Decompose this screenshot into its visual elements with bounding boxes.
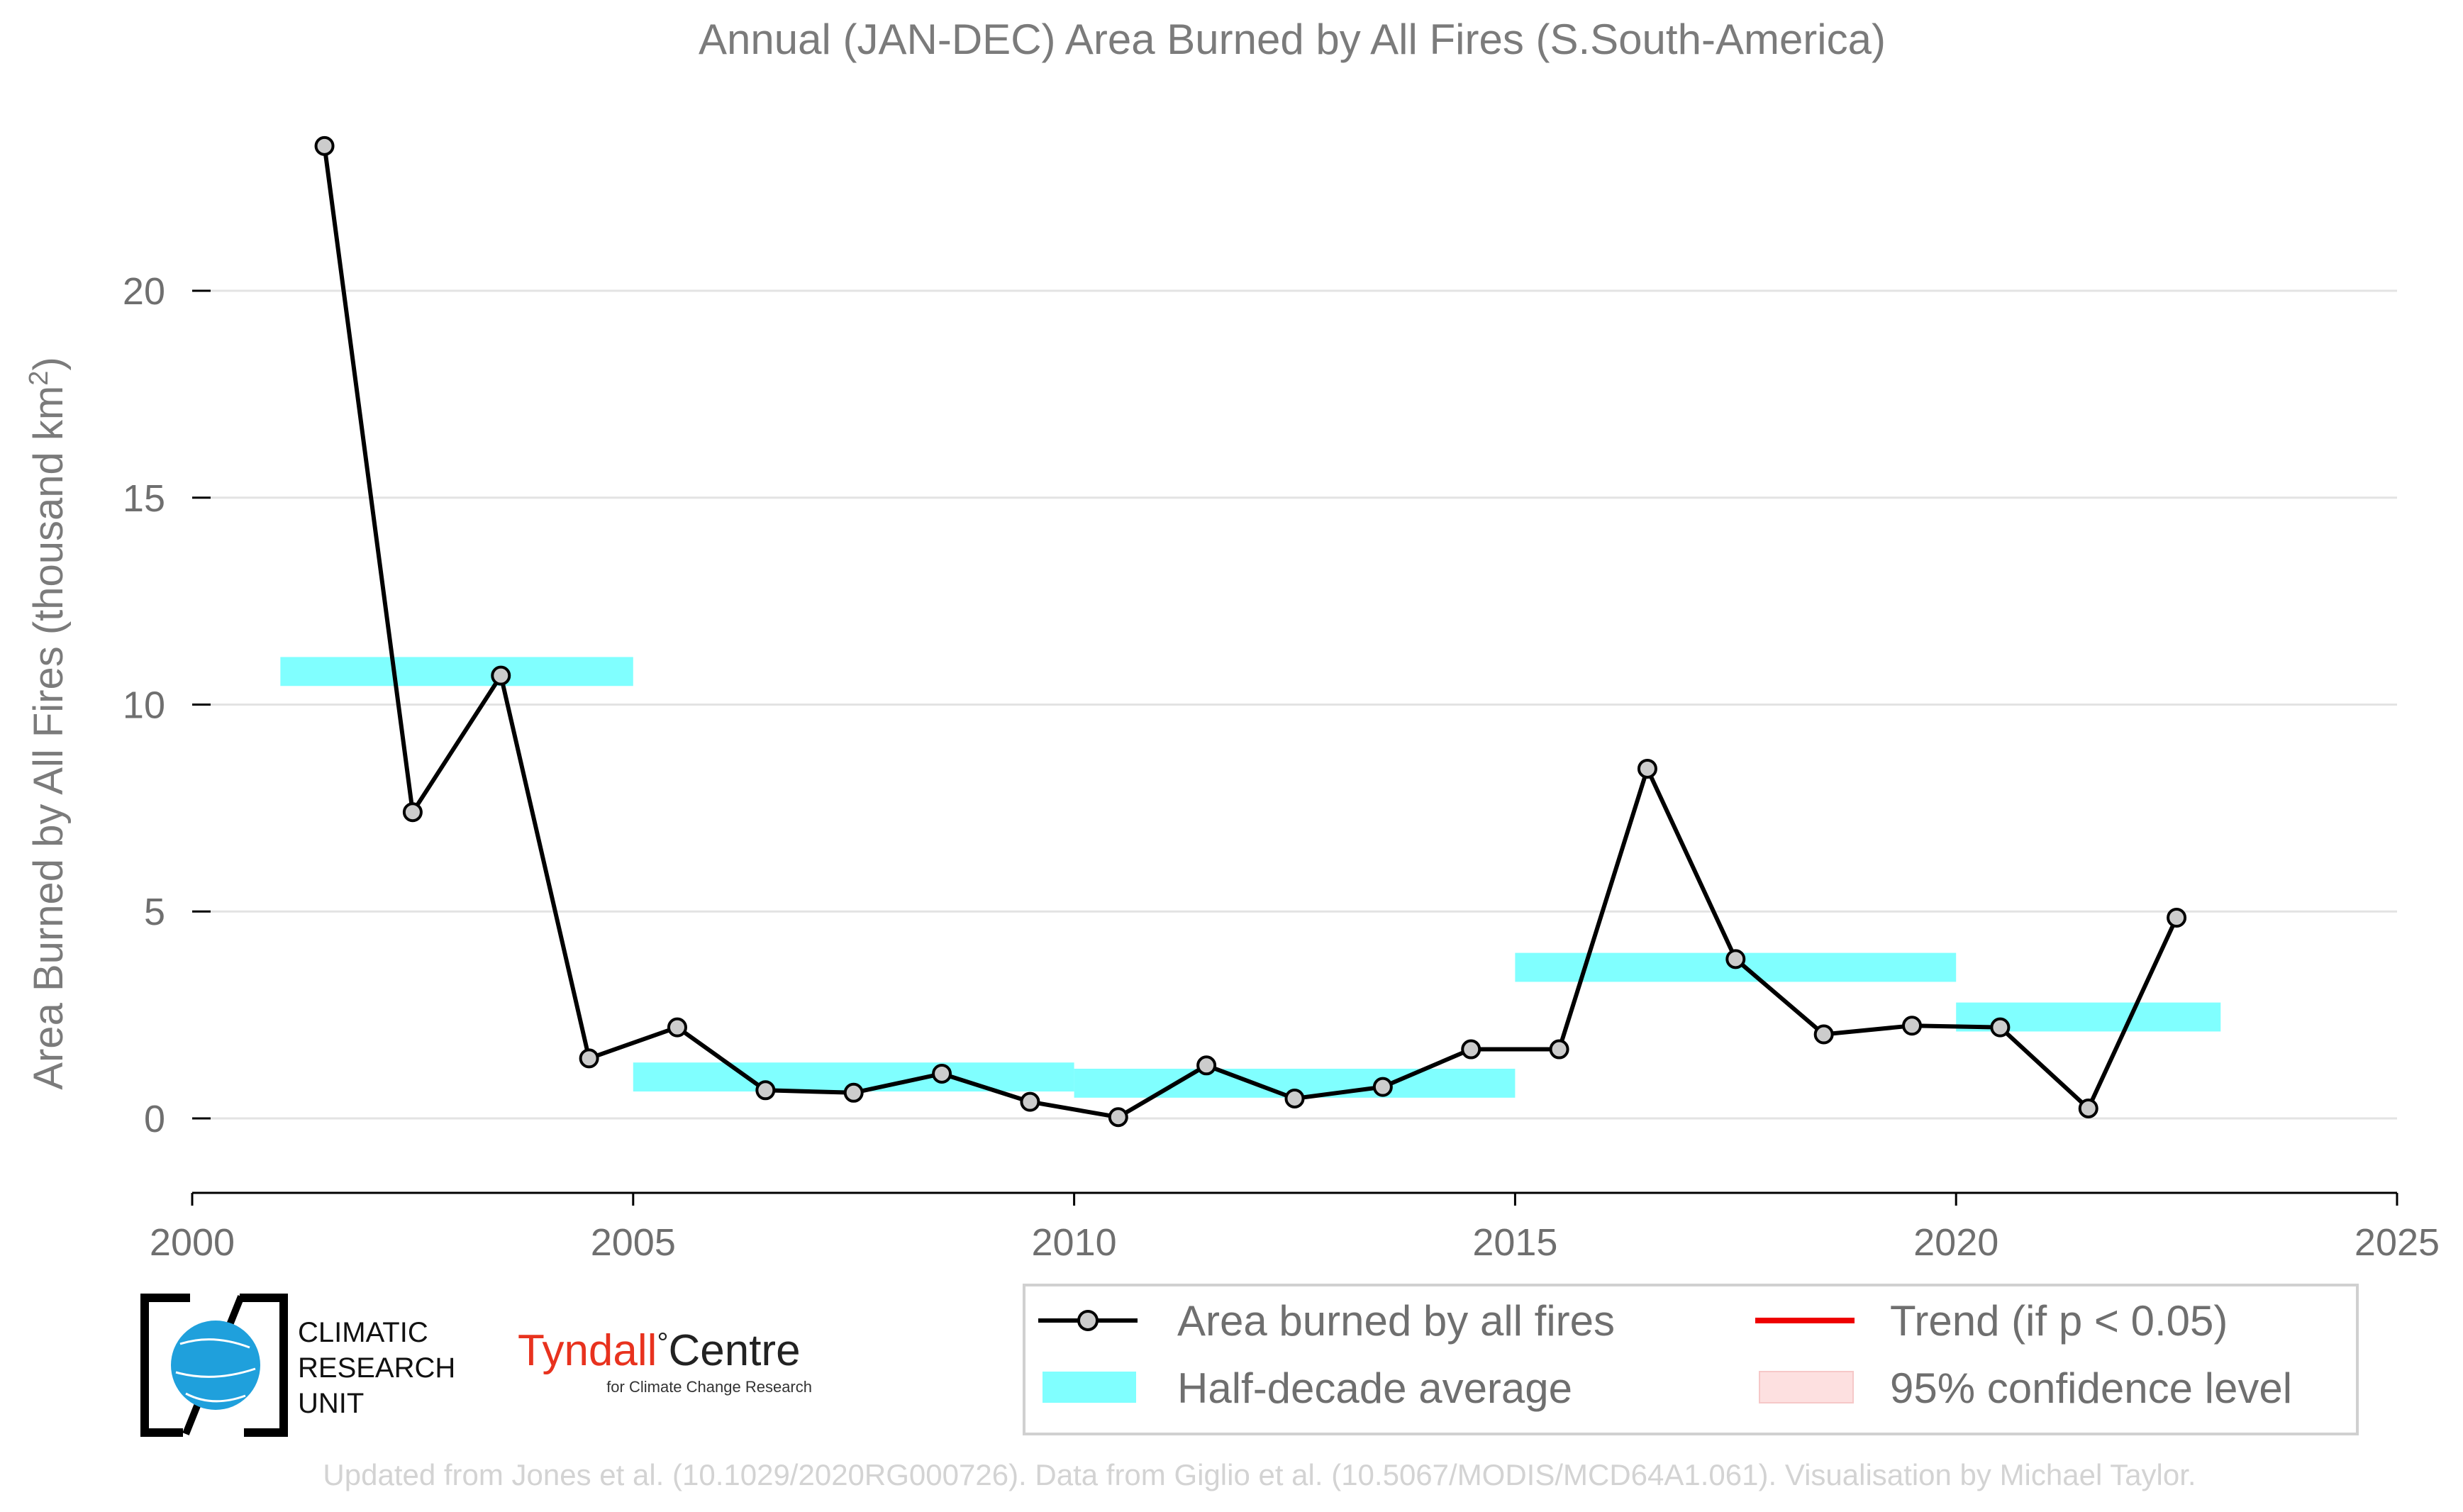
tyndall-logo: Tyndall°Centre for Climate Change Resear… (518, 1326, 812, 1396)
x-tick-label-2020: 2020 (1913, 1221, 1998, 1264)
area-series (314, 135, 2187, 1128)
data-point-2016.5 (1637, 758, 1657, 779)
data-point-2004.5 (579, 1048, 599, 1069)
grid-lines (192, 289, 2397, 1120)
data-point-2009.5 (1020, 1091, 1040, 1112)
legend-swatch-area-marker (1077, 1310, 1099, 1331)
half-decade-bands (280, 657, 2221, 1098)
credit-line: Updated from Jones et al. (10.1029/2020R… (323, 1458, 2196, 1491)
data-point-2001.5 (314, 135, 335, 156)
x-tick-label-2000: 2000 (150, 1221, 235, 1264)
data-point-2005.5 (667, 1017, 687, 1038)
data-point-2006.5 (755, 1080, 776, 1101)
data-point-2019.5 (1902, 1016, 1923, 1036)
x-tick-label-2025: 2025 (2354, 1221, 2440, 1264)
legend-swatch-ci (1759, 1371, 1854, 1403)
cru-globe-lines (175, 1338, 256, 1403)
data-point-2021.5 (2078, 1098, 2098, 1118)
legend-swatch-halfdecade (1043, 1372, 1136, 1403)
y-tick-label-20: 20 (123, 270, 165, 313)
tyndall-centre: Centre (668, 1326, 800, 1375)
data-point-2008.5 (932, 1063, 952, 1084)
y-ticks: 0 5 10 15 20 (123, 270, 211, 1140)
data-point-2007.5 (843, 1082, 864, 1103)
x-tick-label-2010: 2010 (1032, 1221, 1117, 1264)
cru-text-line-3: UNIT (298, 1388, 364, 1419)
legend-label-ci: 95% confidence level (1890, 1364, 2292, 1412)
data-point-2022.5 (2167, 908, 2187, 928)
legend-label-area: Area burned by all fires (1177, 1297, 1615, 1345)
x-tick-label-2005: 2005 (591, 1221, 676, 1264)
y-axis-label-main: Area Burned by All Fires (thousand km (26, 386, 72, 1090)
legend-label-halfdecade: Half-decade average (1177, 1364, 1572, 1412)
data-point-2013.5 (1372, 1077, 1393, 1097)
cru-text-line-1: CLIMATIC (298, 1317, 428, 1348)
data-point-2010.5 (1108, 1107, 1128, 1128)
cru-bracket-right (240, 1294, 288, 1437)
legend-label-trend: Trend (if p < 0.05) (1890, 1297, 2228, 1345)
tyndall-subtitle: for Climate Change Research (606, 1378, 812, 1396)
data-point-2003.5 (491, 665, 511, 686)
legend: Area burned by all fires Trend (if p < 0… (1023, 1284, 2359, 1435)
y-tick-label-0: 0 (144, 1098, 165, 1140)
x-ticks: 2000 2005 2010 2015 2020 2025 (150, 1193, 2440, 1264)
y-tick-label-15: 15 (123, 477, 165, 520)
data-point-2012.5 (1284, 1088, 1305, 1108)
data-point-2011.5 (1196, 1055, 1217, 1076)
legend-frame (1023, 1284, 2359, 1435)
cru-logo: CLIMATIC RESEARCH UNIT (140, 1294, 455, 1437)
y-tick-label-5: 5 (144, 891, 165, 933)
cru-text-line-2: RESEARCH (298, 1352, 455, 1384)
data-point-2015.5 (1549, 1039, 1569, 1060)
half-decade-band-0 (280, 657, 633, 686)
data-point-2017.5 (1725, 949, 1746, 969)
data-point-2018.5 (1813, 1024, 1834, 1045)
data-point-2020.5 (1990, 1017, 2011, 1038)
y-axis-label-close: ) (26, 357, 72, 370)
cru-globe-icon (171, 1321, 260, 1410)
x-tick-label-2015: 2015 (1472, 1221, 1557, 1264)
tyndall-degree: ° (657, 1328, 668, 1359)
y-axis-label: Area Burned by All Fires (thousand km2) (24, 357, 72, 1089)
data-point-2002.5 (402, 802, 423, 823)
y-axis-label-superscript: 2 (24, 371, 54, 386)
chart-title: Annual (JAN-DEC) Area Burned by All Fire… (699, 16, 1886, 63)
y-tick-label-10: 10 (123, 684, 165, 727)
tyndall-wordmark: Tyndall°Centre (518, 1326, 801, 1375)
cru-bracket-left (140, 1294, 190, 1437)
tyndall-name: Tyndall (518, 1326, 657, 1375)
area-burned-line (322, 145, 2179, 1120)
data-point-2014.5 (1461, 1039, 1481, 1060)
